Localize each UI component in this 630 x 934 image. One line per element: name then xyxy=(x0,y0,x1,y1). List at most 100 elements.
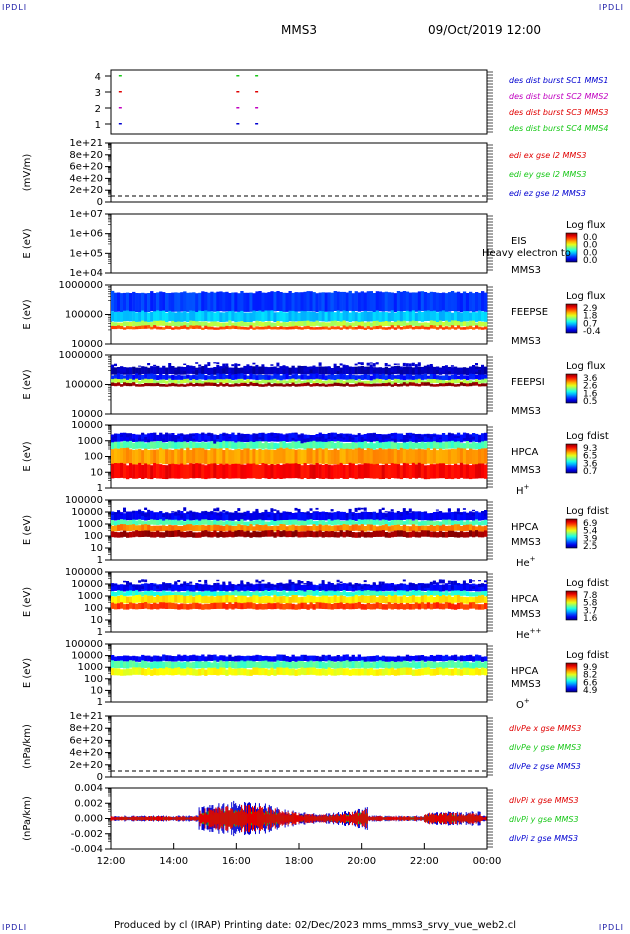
hpca_he2-cell xyxy=(183,583,187,592)
feepsi-cell xyxy=(144,374,148,380)
feepse-cell xyxy=(321,292,325,312)
feepse-cell xyxy=(354,326,358,330)
feepsi-cell xyxy=(234,380,238,384)
feepsi-speckle xyxy=(147,363,151,366)
hpca_he2-cell xyxy=(423,595,428,603)
hpca_he2-cell xyxy=(237,584,241,592)
hpca_he2-speckle xyxy=(414,584,418,587)
hpca_o-cell xyxy=(216,668,220,676)
hpca_he2-cell xyxy=(475,591,479,597)
hpca_o-cell xyxy=(258,668,262,676)
hpca_h-cell xyxy=(201,441,205,449)
hpca_he2-speckle xyxy=(348,582,352,586)
hpca_he-cell xyxy=(312,521,316,526)
hpca_he-cell xyxy=(240,530,244,537)
feepsi-cell xyxy=(330,368,334,376)
hpca_he-cell xyxy=(396,519,401,525)
hpca_o-cell xyxy=(123,655,127,662)
hpca_he2-cell xyxy=(423,592,428,597)
feepsi-cell xyxy=(219,379,223,383)
hpca_o-cell xyxy=(309,655,313,662)
feepse-cell xyxy=(396,325,401,329)
hpca_he2-cell xyxy=(405,584,410,592)
hpca_he-cell xyxy=(123,513,127,521)
feepse-cell xyxy=(243,312,247,323)
hpca_h-cell xyxy=(303,449,307,465)
feepsi-cell xyxy=(381,367,386,375)
hpca_h-speckle xyxy=(375,437,379,441)
hpca_he-speckle xyxy=(177,513,181,516)
hpca_he-cell xyxy=(399,526,404,532)
hpca_he-cell xyxy=(459,531,464,538)
hpca_he2-cell xyxy=(384,596,389,604)
hpca_h-cell xyxy=(219,442,223,449)
hpca_he2-cell xyxy=(417,603,422,610)
hpca_o-cell xyxy=(393,656,398,662)
hpca_o-cell xyxy=(417,655,422,662)
hpca_o-cell xyxy=(387,656,392,662)
feepsi-cell xyxy=(393,382,398,386)
hpca_he-cell xyxy=(183,521,187,526)
feepse-cell xyxy=(435,327,440,330)
hpca_h-cell xyxy=(324,434,328,443)
hpca_he2-speckle xyxy=(435,582,439,584)
hpca_o-cell xyxy=(141,667,145,676)
feepsi-cell xyxy=(357,375,362,381)
hpca_h-cell xyxy=(450,434,455,443)
hpca_he-cell xyxy=(426,525,431,532)
hpca_he-cell xyxy=(309,513,313,521)
hpca_o-cell xyxy=(462,661,467,669)
hpca_he-cell xyxy=(177,512,181,521)
hpca_he-cell xyxy=(405,532,410,538)
feepse-cell xyxy=(129,322,133,327)
hpca_h-cell xyxy=(444,449,449,465)
hpca_h-cell xyxy=(462,448,467,464)
hpca_o-cell xyxy=(195,661,199,669)
hpca_h-cell xyxy=(478,449,482,465)
hpca_he-cell xyxy=(270,530,274,537)
hpca_o-cell xyxy=(165,667,169,675)
feepse-cell xyxy=(342,310,346,322)
feepse-cell xyxy=(387,312,392,323)
hpca_he2-cell xyxy=(472,597,476,604)
hpca_he2-speckle xyxy=(288,579,292,584)
feepse-cell xyxy=(465,321,470,327)
hpca_he-cell xyxy=(186,512,190,521)
feepse-cell xyxy=(234,322,238,327)
hpca_h-speckle xyxy=(225,433,229,435)
hpca_o-cell xyxy=(126,655,130,662)
feepse-cell xyxy=(315,312,319,323)
feepsi-speckle xyxy=(159,367,163,371)
hpca_he-cell xyxy=(147,530,151,537)
hpca_he2-cell xyxy=(396,603,401,610)
hpca_h-cell xyxy=(336,440,340,449)
hpca_he-cell xyxy=(405,525,410,532)
hpca_he2-cell xyxy=(339,602,343,609)
hpca_he-cell xyxy=(339,511,343,521)
feepsi-cell xyxy=(472,374,476,380)
hpca_he2-speckle xyxy=(255,579,259,583)
hpca_he-speckle xyxy=(159,511,163,514)
hpca_he2-cell xyxy=(180,603,184,610)
hpca_o-cell xyxy=(288,668,292,676)
dlvpi-ytick-label: 0.004 xyxy=(74,783,103,794)
hpca_he2-cell xyxy=(447,592,452,597)
hpca_o-cell xyxy=(264,660,268,668)
hpca_h-cell xyxy=(411,449,416,465)
hpca_he2-cell xyxy=(258,592,262,597)
feepsi-speckle xyxy=(345,365,349,368)
feepsi-speckle xyxy=(168,363,172,367)
hpca_h-cell xyxy=(414,441,419,449)
hpca_he2-cell xyxy=(435,590,440,596)
hpca_he2-cell xyxy=(381,604,386,610)
feepsi-cell xyxy=(126,380,130,384)
feepse-cell xyxy=(237,322,241,327)
hpca_o-cell xyxy=(165,661,169,669)
hpca_o-cell xyxy=(225,669,229,676)
hpca_he2-cell xyxy=(438,596,443,604)
hpca_h-cell xyxy=(363,463,368,479)
hpca_he2-cell xyxy=(327,603,331,610)
hpca_he2-cell xyxy=(456,590,461,596)
hpca_he2-cell xyxy=(417,596,422,604)
hpca_o-cell xyxy=(207,667,211,675)
